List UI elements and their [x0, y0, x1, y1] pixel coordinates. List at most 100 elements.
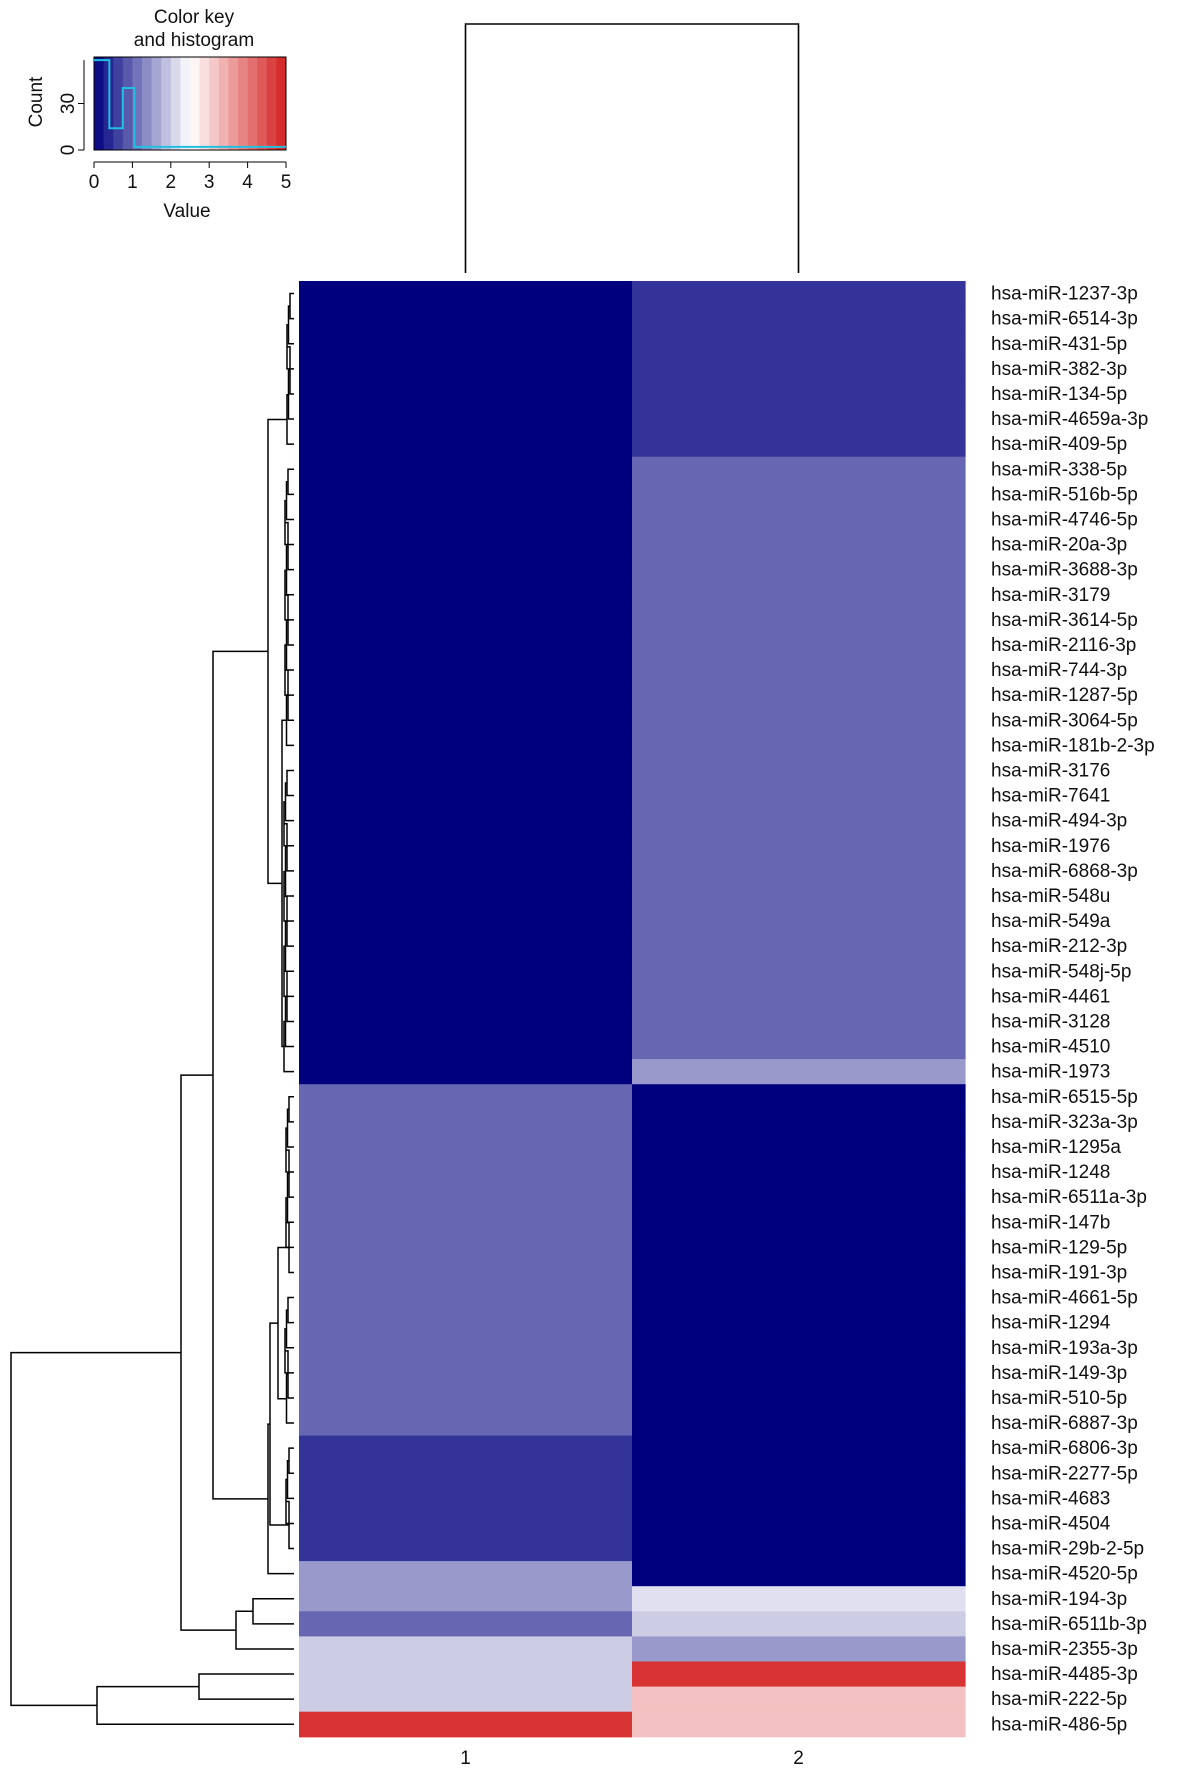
color-key-swatch: [142, 57, 153, 150]
heatmap-cell: [632, 1008, 966, 1035]
heatmap-cell: [632, 532, 966, 558]
row-label: hsa-miR-548u: [991, 886, 1110, 907]
heatmap-cell: [299, 632, 633, 659]
heatmap-cell: [299, 883, 633, 910]
color-key-histogram: [94, 59, 286, 148]
heatmap-cell: [299, 983, 633, 1010]
heatmap-cell: [299, 532, 633, 558]
color-key-xlabel: Value: [163, 201, 210, 222]
row-label: hsa-miR-1976: [991, 836, 1110, 857]
color-key-swatch: [218, 57, 229, 150]
heatmap-cell: [299, 1686, 633, 1713]
heatmap-cell: [299, 1234, 633, 1261]
row-dendrogram-branch: [180, 1074, 236, 1631]
heatmap-cell: [299, 1485, 633, 1512]
heatmap-cell: [299, 1636, 633, 1663]
column-dendrogram-branch: [464, 23, 800, 273]
row-label: hsa-miR-510-5p: [991, 1388, 1127, 1409]
row-label: hsa-miR-494-3p: [991, 811, 1127, 832]
row-label: hsa-miR-6887-3p: [991, 1413, 1138, 1434]
column-label: 1: [460, 1748, 471, 1769]
heatmap-cell: [299, 757, 633, 784]
row-label: hsa-miR-4659a-3p: [991, 409, 1148, 430]
heatmap-cell: [299, 858, 633, 884]
heatmap-cell: [299, 1460, 633, 1487]
color-key-swatch: [122, 57, 133, 150]
row-label: hsa-miR-6514-3p: [991, 309, 1138, 330]
heatmap-cell: [299, 657, 633, 684]
heatmap-cell: [632, 1661, 966, 1688]
row-label: hsa-miR-1294: [991, 1313, 1111, 1334]
heatmap-cell: [632, 406, 966, 433]
color-key-swatch: [132, 57, 143, 150]
heatmap-cell: [299, 1159, 633, 1186]
row-label: hsa-miR-7641: [991, 786, 1110, 807]
heatmap-cell: [299, 958, 633, 985]
heatmap-cell: [632, 1285, 966, 1311]
heatmap-cell: [632, 908, 966, 935]
row-label: hsa-miR-2116-3p: [991, 635, 1136, 656]
row-label: hsa-miR-3179: [991, 585, 1110, 606]
row-label: hsa-miR-1295a: [991, 1137, 1121, 1158]
heatmap-cell: [632, 707, 966, 734]
row-label: hsa-miR-193a-3p: [991, 1338, 1138, 1359]
heatmap-cell: [299, 1184, 633, 1211]
color-key-title-line-1: Color key: [154, 7, 235, 28]
row-label: hsa-miR-29b-2-5p: [991, 1539, 1144, 1560]
heatmap-cell: [299, 506, 633, 533]
color-key-x-tick-label: 5: [281, 172, 292, 193]
heatmap-cell: [299, 406, 633, 433]
heatmap-cell: [299, 1285, 633, 1311]
row-dendrogram-branch: [287, 468, 294, 496]
row-label: hsa-miR-1237-3p: [991, 284, 1138, 305]
heatmap-cell: [299, 1410, 633, 1437]
row-label: hsa-miR-3128: [991, 1011, 1110, 1032]
heatmap-cell: [299, 1209, 633, 1236]
heatmap-cell: [299, 1561, 633, 1587]
row-label: hsa-miR-2355-3p: [991, 1639, 1138, 1660]
row-label: hsa-miR-4520-5p: [991, 1564, 1138, 1585]
row-label: hsa-miR-222-5p: [991, 1689, 1127, 1710]
row-label: hsa-miR-382-3p: [991, 359, 1127, 380]
row-label: hsa-miR-6806-3p: [991, 1438, 1138, 1459]
row-dendrogram: [10, 292, 294, 1725]
heatmap-cell: [299, 607, 633, 633]
heatmap-cell: [632, 281, 966, 307]
heatmap-cell: [632, 1234, 966, 1261]
row-label: hsa-miR-548j-5p: [991, 961, 1131, 982]
color-key-swatch: [190, 57, 201, 150]
row-dendrogram-branch: [212, 650, 268, 1500]
row-label: hsa-miR-4461: [991, 986, 1110, 1007]
row-dendrogram-branch: [198, 1673, 294, 1700]
heatmap-cell: [299, 1310, 633, 1336]
row-label: hsa-miR-6511b-3p: [991, 1614, 1147, 1635]
row-dendrogram-branch: [235, 1610, 294, 1650]
heatmap-cell: [632, 1360, 966, 1386]
row-label: hsa-miR-4746-5p: [991, 509, 1138, 530]
heatmap-cell: [299, 1084, 633, 1110]
heatmap-cell: [632, 657, 966, 684]
heatmap-cell: [632, 331, 966, 357]
heatmap-cell: [632, 1385, 966, 1412]
color-key-y-tick-label: 30: [58, 93, 79, 114]
heatmap-cell: [299, 1335, 633, 1361]
heatmap-cell: [632, 1686, 966, 1713]
row-label: hsa-miR-744-3p: [991, 660, 1127, 681]
heatmap-cell: [299, 1134, 633, 1161]
row-label: hsa-miR-4504: [991, 1513, 1111, 1534]
heatmap-cell: [299, 1661, 633, 1688]
heatmap-cell: [299, 381, 633, 408]
color-key-swatch: [94, 57, 105, 150]
row-label: hsa-miR-431-5p: [991, 334, 1127, 355]
color-key-title-line-2: and histogram: [134, 30, 254, 51]
color-key-swatch: [276, 57, 287, 150]
heatmap-cell: [299, 1008, 633, 1035]
heatmap-cell: [299, 1109, 633, 1135]
row-label: hsa-miR-3688-3p: [991, 560, 1138, 581]
heatmap-cell: [632, 1561, 966, 1587]
color-key-swatch: [257, 57, 268, 150]
row-label: hsa-miR-409-5p: [991, 434, 1127, 455]
row-label: hsa-miR-486-5p: [991, 1714, 1127, 1735]
heatmap-cell: [632, 1134, 966, 1161]
heatmap-cell: [299, 431, 633, 458]
